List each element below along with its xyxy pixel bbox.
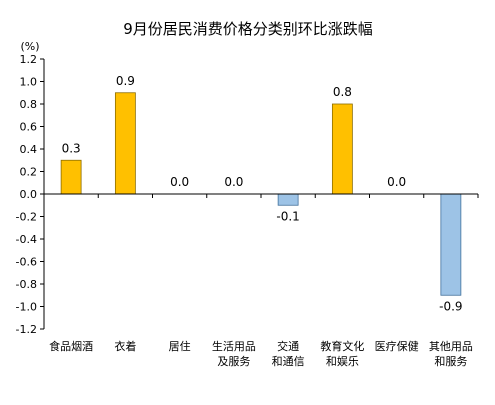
y-tick-label: 0.0 [20,188,38,201]
x-tick-label: 和通信 [272,355,305,368]
bar [331,103,353,195]
x-tick-label: 衣着 [114,339,136,353]
x-tick-label: 医疗保健 [375,339,419,353]
y-tick-label: 1.2 [20,53,38,66]
y-tick-label: -1.0 [16,301,37,314]
y-tick-label: 1.0 [20,76,38,89]
x-tick-label: 及服务 [217,355,250,368]
x-tick-label: 和服务 [434,355,467,368]
x-tick-label: 其他用品 [429,340,473,353]
y-tick-label: 0.2 [20,166,38,179]
bar [114,92,136,195]
chart-title: 9月份居民消费价格分类别环比涨跌幅 [123,20,373,38]
data-label: 0.0 [224,175,243,189]
bar [277,193,299,206]
x-tick-label: 食品烟酒 [49,339,93,353]
y-tick-label: -0.8 [16,278,37,291]
x-tick-label: 教育文化 [320,339,364,353]
x-tick-label: 和娱乐 [326,354,359,368]
x-tick-label: 居住 [169,339,191,353]
y-tick-label: 0.8 [20,98,38,111]
y-tick-label: -0.6 [16,256,37,269]
x-tick-label: 生活用品 [212,339,256,353]
value-labels: 0.3 0.9 0.0 0.0 -0.1 0.8 0.0 -0.9 [62,74,463,314]
data-label: 0.3 [62,141,81,155]
bar [60,159,82,195]
data-label: 0.9 [116,74,135,88]
y-tick-label: -0.2 [16,211,37,224]
unit-label: (%) [20,40,39,53]
y-tick-label: 0.4 [20,143,38,156]
data-label: 0.8 [333,85,352,99]
y-axis: 1.2 1.0 0.8 0.6 0.4 0.2 0.0 -0.2 -0.4 -0.6 -0.8 -1.… [16,53,45,336]
y-tick-label: -0.4 [16,233,37,246]
x-tick-label: 交通 [277,339,299,353]
bar [440,193,462,296]
data-label: -0.1 [276,209,299,223]
y-tick-label: 0.6 [20,121,38,134]
data-label: 0.0 [170,175,189,189]
data-label: -0.9 [439,299,462,313]
data-label: 0.0 [387,175,406,189]
y-tick-label: -1.2 [16,323,37,336]
